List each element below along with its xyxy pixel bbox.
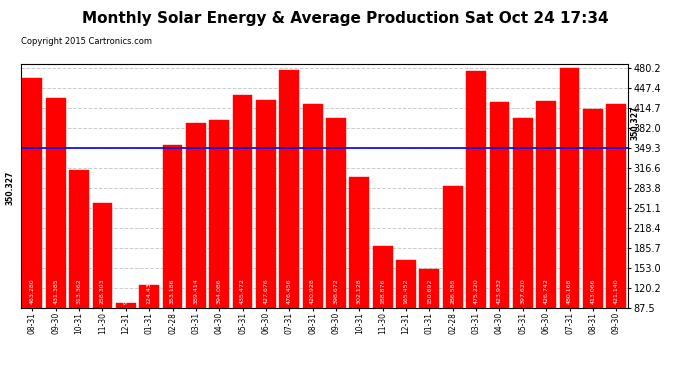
Text: 435.472: 435.472 xyxy=(240,279,245,304)
Bar xyxy=(443,186,463,361)
Text: 150.692: 150.692 xyxy=(427,279,432,304)
Text: 124.432: 124.432 xyxy=(147,279,152,304)
Bar xyxy=(186,123,206,361)
Text: 427.676: 427.676 xyxy=(264,279,268,304)
Bar xyxy=(209,120,229,361)
Text: 421.140: 421.140 xyxy=(613,279,619,304)
Text: 480.168: 480.168 xyxy=(567,279,572,304)
Text: 426.742: 426.742 xyxy=(544,279,549,304)
Text: 463.280: 463.280 xyxy=(30,279,35,304)
Text: 398.672: 398.672 xyxy=(333,279,339,304)
Text: 350.327: 350.327 xyxy=(631,106,640,140)
Text: Copyright 2015 Cartronics.com: Copyright 2015 Cartronics.com xyxy=(21,38,152,46)
Text: 302.128: 302.128 xyxy=(357,279,362,304)
Text: 165.452: 165.452 xyxy=(404,279,408,304)
Bar xyxy=(256,100,276,361)
Bar xyxy=(233,95,253,361)
Bar xyxy=(513,118,533,361)
Bar xyxy=(69,170,89,361)
Text: 353.186: 353.186 xyxy=(170,279,175,304)
Bar xyxy=(139,285,159,361)
Bar xyxy=(536,100,556,361)
Bar xyxy=(583,109,603,361)
Text: 389.414: 389.414 xyxy=(193,279,198,304)
Bar xyxy=(396,260,416,361)
Text: 475.220: 475.220 xyxy=(473,279,479,304)
Text: Monthly Solar Energy & Average Production Sat Oct 24 17:34: Monthly Solar Energy & Average Productio… xyxy=(81,11,609,26)
Bar xyxy=(46,98,66,361)
Bar xyxy=(303,104,322,361)
Text: 394.086: 394.086 xyxy=(217,279,221,304)
Bar xyxy=(279,70,299,361)
Text: 258.303: 258.303 xyxy=(100,279,105,304)
Text: 476.456: 476.456 xyxy=(287,279,292,304)
Bar xyxy=(349,177,369,361)
Text: 431.385: 431.385 xyxy=(53,279,58,304)
Text: 420.928: 420.928 xyxy=(310,279,315,304)
Text: 188.876: 188.876 xyxy=(380,279,385,304)
Text: 313.362: 313.362 xyxy=(77,279,81,304)
Text: 397.620: 397.620 xyxy=(520,279,525,304)
Text: 423.932: 423.932 xyxy=(497,279,502,304)
Bar xyxy=(92,203,112,361)
Text: 286.588: 286.588 xyxy=(451,279,455,304)
Bar xyxy=(23,78,42,361)
Bar xyxy=(116,303,136,361)
Text: 413.066: 413.066 xyxy=(591,279,595,304)
Bar xyxy=(560,68,580,361)
Text: 350.327: 350.327 xyxy=(6,170,15,205)
Text: 95.214: 95.214 xyxy=(124,283,128,304)
Bar xyxy=(466,71,486,361)
Bar xyxy=(326,118,346,361)
Bar xyxy=(607,104,626,361)
Bar xyxy=(163,146,182,361)
Bar xyxy=(489,102,509,361)
Bar xyxy=(373,246,393,361)
Bar xyxy=(420,269,440,361)
